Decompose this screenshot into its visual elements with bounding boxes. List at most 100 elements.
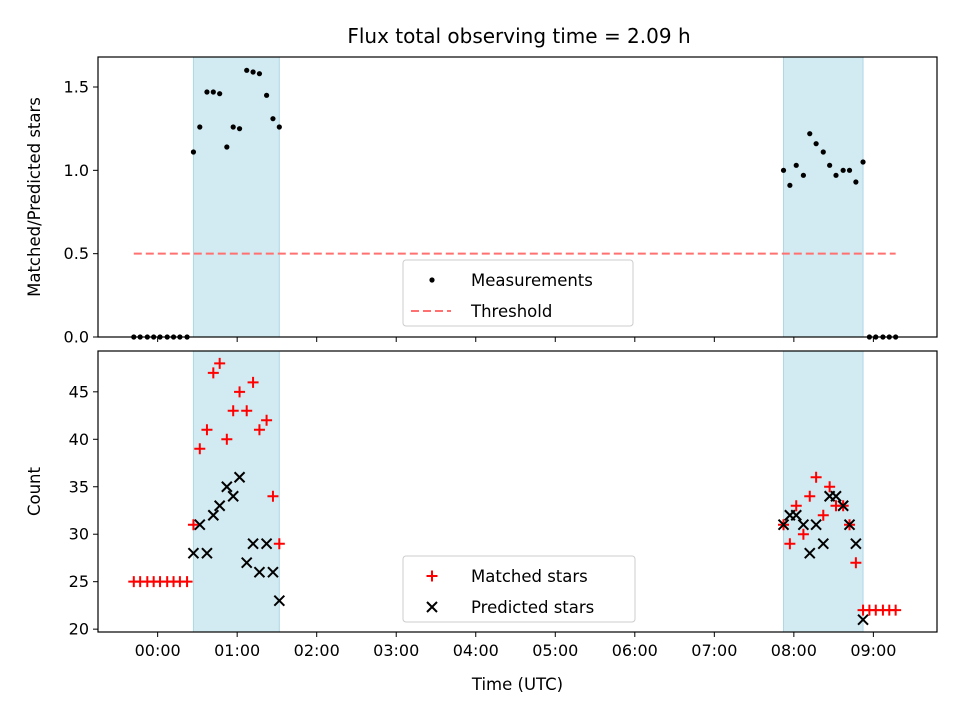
predicted-star-point	[267, 566, 279, 578]
measurement-point	[787, 182, 793, 188]
x-tick-label: 04:00	[453, 641, 499, 660]
highlight-span-2	[783, 351, 864, 632]
measurement-point	[833, 172, 839, 178]
predicted-star-point	[273, 594, 286, 607]
measurement-point	[197, 124, 203, 130]
y-tick-label: 30	[69, 525, 89, 544]
matched-star-point	[850, 557, 862, 569]
matched-star-point	[790, 500, 802, 512]
y-tick-label: 1.0	[64, 161, 89, 180]
matched-star-point	[227, 405, 239, 417]
highlight-span-2	[783, 57, 864, 337]
legend-label: Predicted stars	[471, 598, 594, 617]
measurement-point	[860, 159, 866, 165]
predicted-star-point	[830, 490, 842, 502]
y-tick-label: 35	[69, 477, 89, 496]
measurement-point	[250, 69, 256, 75]
measurement-point	[204, 89, 210, 95]
predicted-star-point	[227, 490, 239, 502]
measurement-point	[846, 167, 853, 173]
matched-star-point	[890, 604, 902, 616]
measurement-point	[853, 179, 859, 185]
matched-star-point	[817, 509, 829, 521]
matched-star-point	[273, 538, 285, 550]
matched-star-point	[241, 405, 253, 417]
legend: Matched stars Predicted stars	[402, 555, 636, 623]
predicted-star-point	[797, 519, 810, 531]
matched-star-point	[261, 414, 273, 426]
y-tick-label: 25	[69, 572, 89, 591]
matched-star-point	[207, 367, 219, 379]
predicted-star-point	[790, 509, 802, 521]
measurement-point	[807, 131, 813, 137]
measurement-point	[263, 92, 270, 98]
matched-star-point	[824, 481, 836, 493]
measurement-point	[840, 167, 846, 173]
x-axis-label: Time (UTC)	[471, 675, 563, 694]
x-tick-label: 03:00	[373, 641, 419, 660]
legend-marker-plus	[426, 570, 438, 582]
measurement-point	[217, 91, 223, 97]
x-tick-label: 05:00	[532, 641, 578, 660]
legend-box	[402, 555, 636, 623]
predicted-star-point	[194, 519, 206, 531]
measurement-point	[236, 126, 243, 132]
matched-star-point	[234, 386, 246, 398]
predicted-star-point	[843, 519, 856, 531]
predicted-star-point	[213, 500, 226, 512]
matched-star-point	[784, 538, 796, 550]
measurement-point	[230, 124, 236, 130]
predicted-star-point	[817, 538, 829, 550]
measurement-point	[800, 172, 806, 178]
matched-star-point	[214, 357, 226, 369]
y-tick-label: 0.0	[64, 328, 89, 347]
chart-title: Flux total observing time = 2.09 h	[347, 24, 690, 48]
matched-star-point	[797, 528, 809, 540]
measurement-point	[276, 124, 282, 130]
predicted-star-point	[233, 471, 246, 483]
matched-star-point	[181, 576, 193, 588]
measurement-point	[224, 144, 230, 150]
matched-star-point	[804, 490, 816, 502]
measurement-point	[256, 71, 263, 77]
x-tick-label: 06:00	[612, 641, 658, 660]
measurement-point	[244, 67, 250, 73]
measurement-point	[780, 167, 787, 173]
measurement-point	[190, 149, 197, 155]
highlight-span-1	[193, 351, 280, 632]
predicted-star-point	[247, 538, 259, 550]
y-axis-label: Count	[25, 466, 44, 516]
x-tick-label: 00:00	[135, 641, 181, 660]
measurement-point	[270, 116, 276, 122]
axes-frame	[97, 350, 938, 633]
top-panel: 0.0 0.5 1.0 1.5 Matched/Predicted stars Measu…	[25, 56, 938, 347]
matched-star-point	[253, 424, 265, 436]
matched-star-point	[201, 424, 213, 436]
predicted-star-point	[207, 509, 220, 521]
highlight-span-1	[193, 57, 280, 337]
y-tick-label: 0.5	[64, 244, 89, 263]
measurement-point	[210, 89, 216, 95]
matched-star-point	[194, 443, 206, 455]
legend-label: Threshold	[470, 302, 552, 321]
matched-star-point	[267, 490, 279, 502]
x-tick-label: 09:00	[850, 641, 896, 660]
predicted-star-point	[810, 519, 822, 531]
legend-marker-x	[426, 601, 438, 613]
predicted-star-point	[857, 613, 869, 626]
legend-label: Measurements	[471, 271, 593, 290]
predicted-star-point	[260, 538, 273, 550]
y-tick-label: 1.5	[64, 78, 89, 97]
legend-label: Matched stars	[471, 567, 588, 586]
matched-star-point	[187, 519, 199, 531]
measurement-point	[827, 162, 833, 168]
bottom-panel: 20 25 30 35 40 45 00:00 01:00 02:00 03:00 04:00 05:…	[25, 350, 938, 694]
predicted-star-point	[777, 519, 790, 531]
legend-box	[402, 259, 634, 327]
matched-star-point	[247, 376, 259, 388]
predicted-star-point	[221, 481, 233, 493]
x-tick-label: 01:00	[214, 641, 260, 660]
predicted-star-point	[804, 547, 816, 559]
predicted-star-point	[241, 556, 253, 569]
